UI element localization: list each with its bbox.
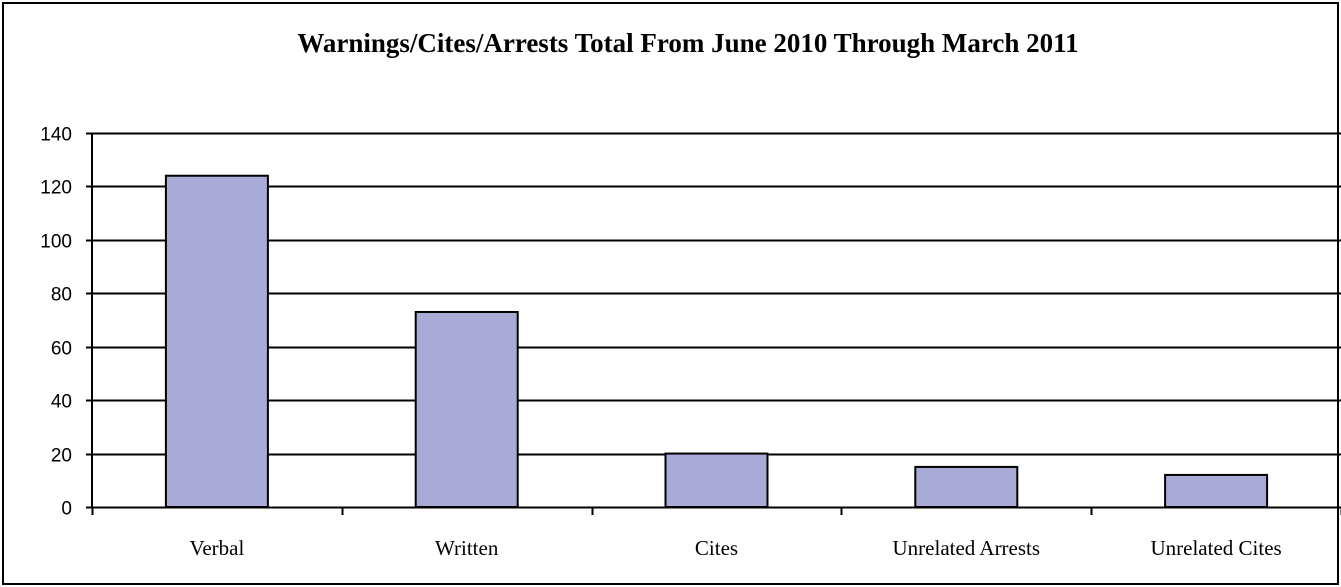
x-category-label: Unrelated Cites [1150, 536, 1281, 560]
y-tick-label: 0 [61, 499, 72, 520]
y-tick-label: 80 [51, 285, 72, 306]
axes [86, 132, 1341, 515]
chart-title: Warnings/Cites/Arrests Total From June 2… [297, 28, 1079, 58]
gridlines [92, 132, 1341, 456]
bars [164, 174, 1269, 509]
x-category-label: Cites [695, 536, 738, 560]
y-tick-label: 20 [51, 446, 72, 467]
y-tick-labels: 0 20 40 60 80 100 120 140 [40, 125, 72, 520]
y-tick-label: 60 [51, 339, 72, 360]
bar-verbal [164, 174, 269, 508]
bar-cites [664, 452, 769, 509]
x-category-label: Unrelated Arrests [893, 536, 1041, 560]
bar-unrelated-cites [1164, 473, 1269, 509]
y-tick-label: 40 [51, 392, 72, 413]
bar-unrelated-arrests [914, 465, 1019, 508]
bar-written [414, 310, 519, 508]
y-tick-label: 120 [40, 178, 72, 199]
x-category-labels: Verbal Written Cites Unrelated Arrests Unrel… [189, 536, 1281, 560]
x-category-label: Written [435, 536, 499, 560]
x-category-label: Verbal [189, 536, 244, 560]
y-tick-label: 140 [40, 125, 72, 146]
y-tick-label: 100 [40, 232, 72, 253]
